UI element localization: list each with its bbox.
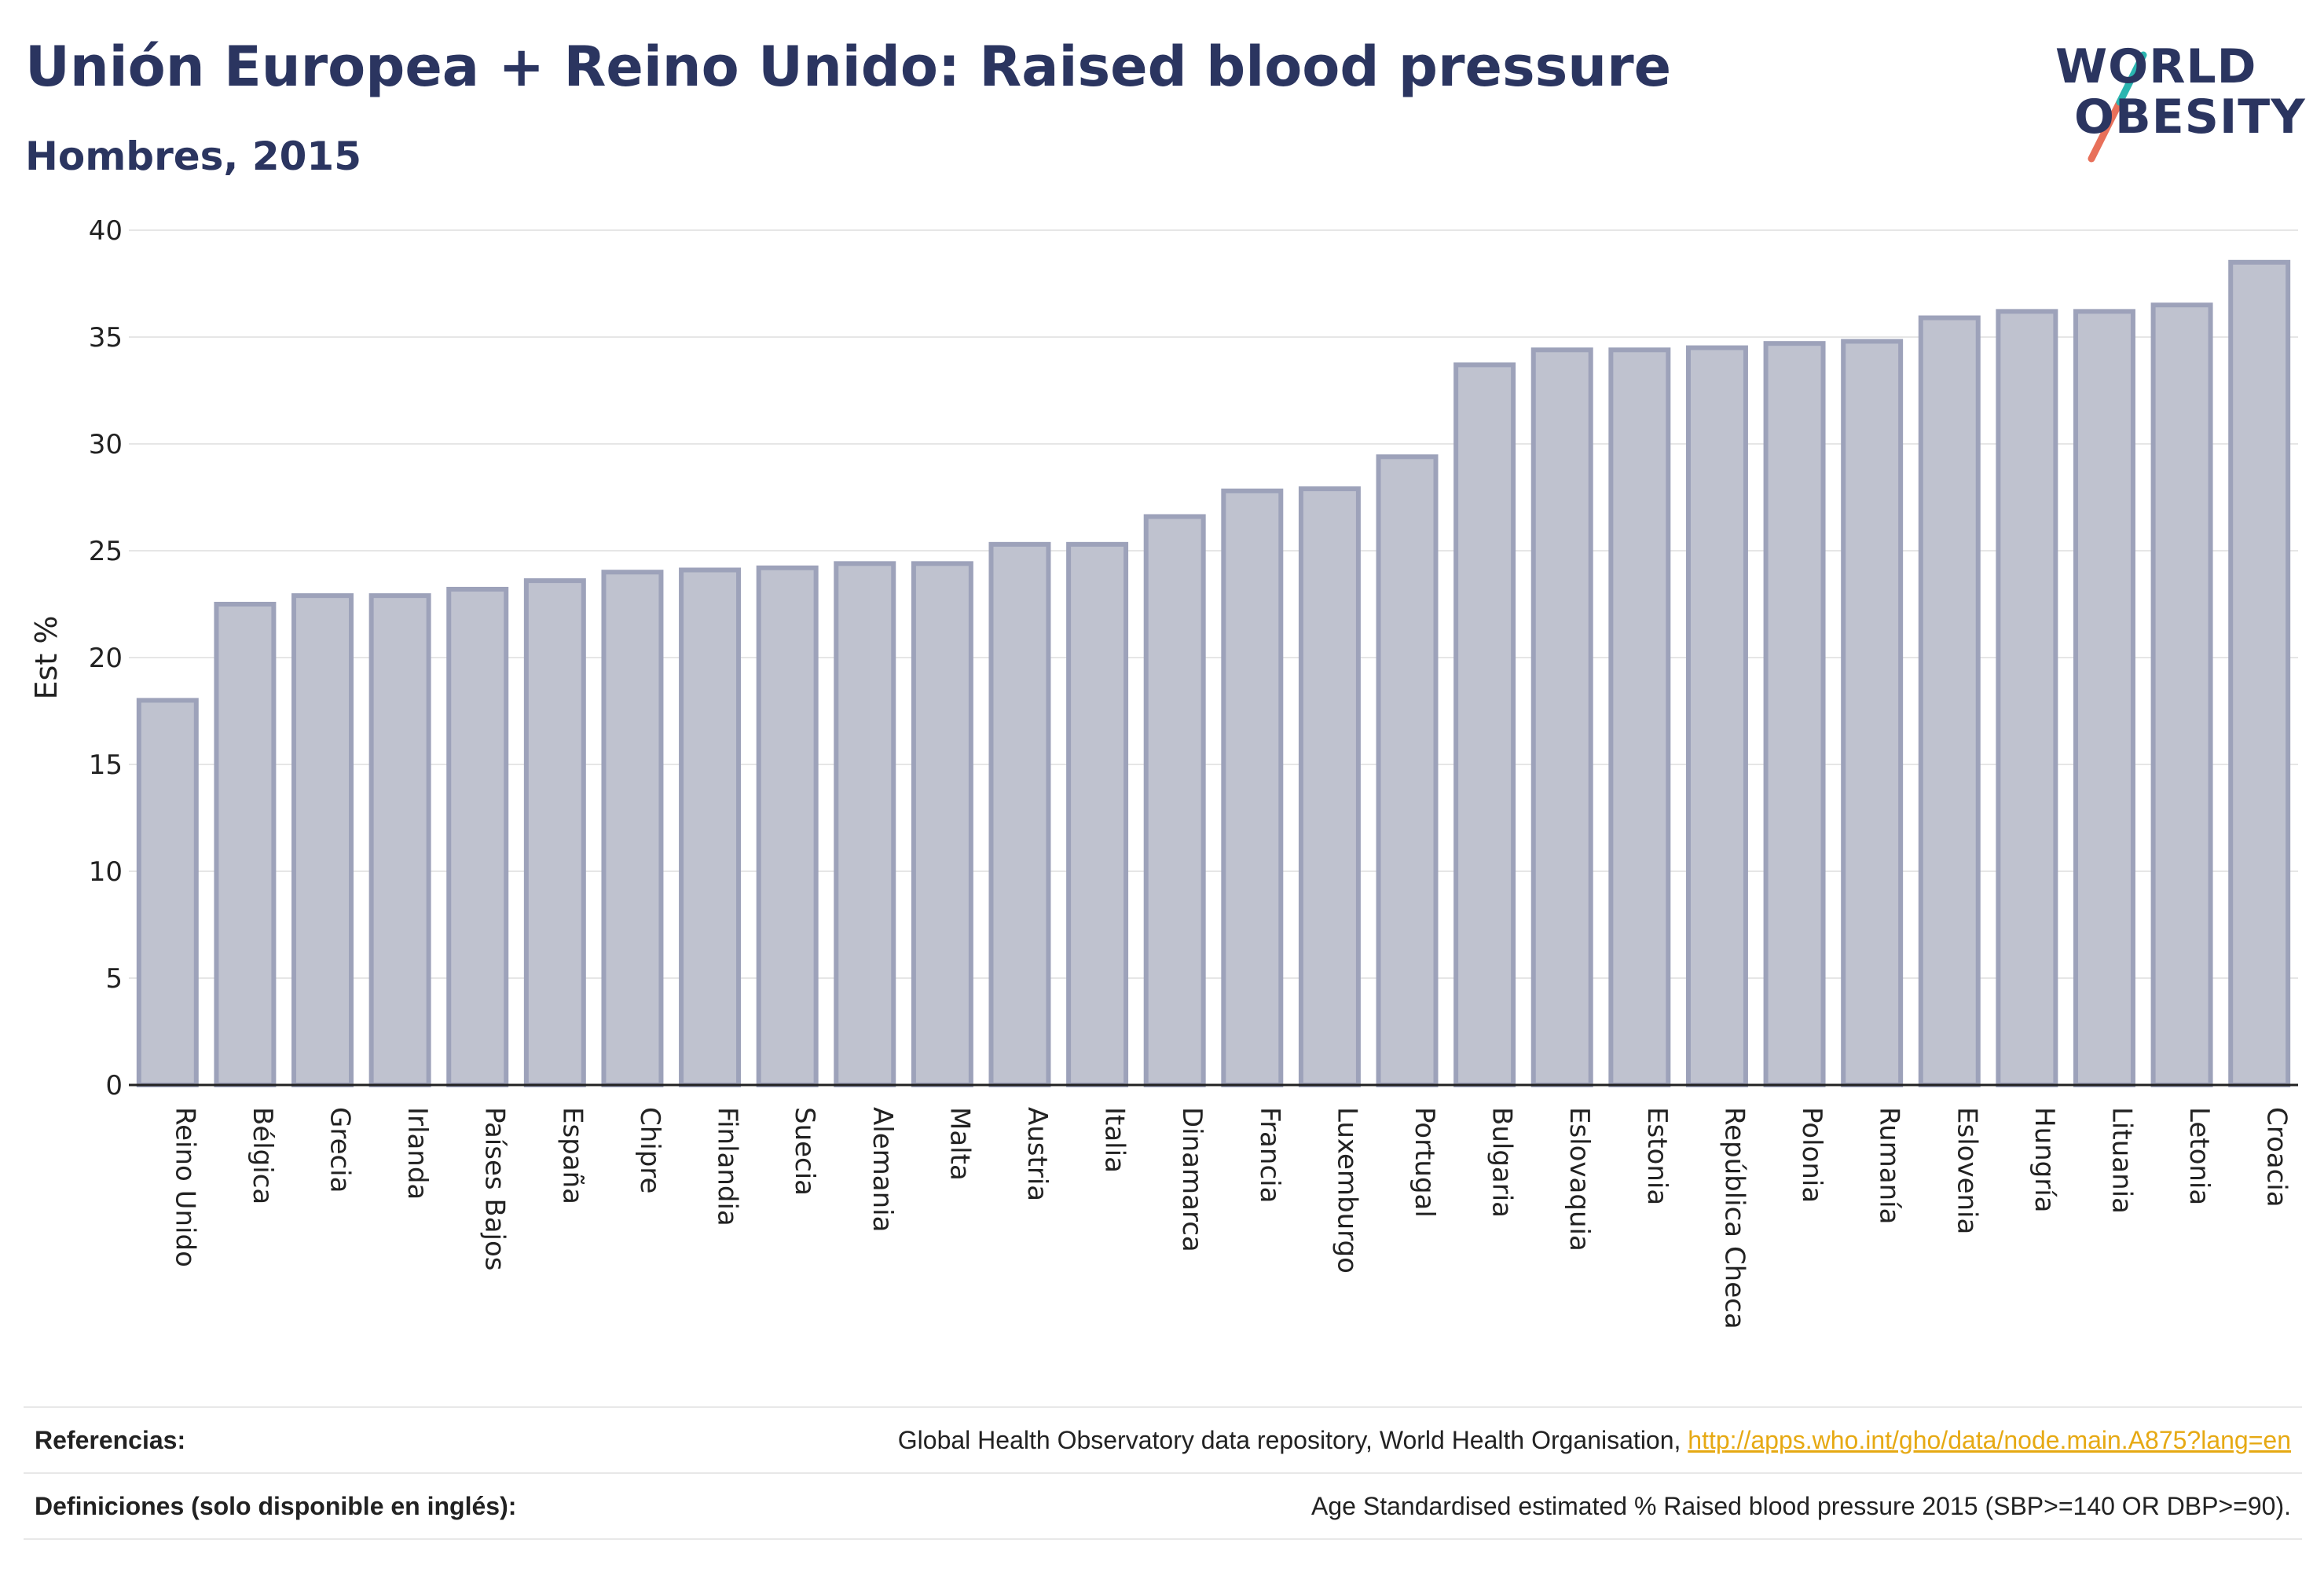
bar <box>368 593 431 1087</box>
x-tick-label: Lituania <box>2106 1107 2137 1214</box>
x-tick-label: Dinamarca <box>1176 1107 1208 1252</box>
bar <box>988 541 1051 1087</box>
x-tick-label: República Checa <box>1718 1107 1750 1329</box>
bar <box>1530 347 1593 1087</box>
definitions-row: Definiciones (solo disponible en inglés)… <box>24 1472 2302 1540</box>
bar <box>1143 514 1206 1087</box>
x-tick-label: Austria <box>1021 1107 1053 1201</box>
bar <box>446 586 509 1087</box>
y-tick-label: 15 <box>89 750 123 781</box>
x-tick-label: Malta <box>944 1107 975 1181</box>
references-row: Referencias: Global Health Observatory d… <box>24 1406 2302 1472</box>
x-tick-label: España <box>556 1107 588 1204</box>
bar <box>1298 486 1361 1087</box>
y-axis-label: Est % <box>29 616 64 700</box>
bar <box>1918 315 1981 1087</box>
bar <box>2073 309 2135 1087</box>
logo-text-obesity: OBESITY <box>2074 90 2306 145</box>
y-tick-label: 0 <box>105 1070 123 1101</box>
chart-subtitle: Hombres, 2015 <box>25 134 361 179</box>
x-tick-label: Portugal <box>1409 1107 1440 1218</box>
bar <box>834 561 896 1087</box>
bar <box>1996 309 2058 1087</box>
bar <box>911 561 973 1087</box>
bar <box>1453 362 1516 1087</box>
x-tick-label: Bélgica <box>247 1107 278 1204</box>
x-axis-ticks: Reino Unido Bélgica Grecia Irlanda Países Ba… <box>169 1107 2292 1329</box>
x-tick-label: Letonia <box>2183 1107 2215 1205</box>
bar <box>679 567 742 1087</box>
references-link[interactable]: http://apps.who.int/gho/data/node.main.A… <box>1688 1425 2291 1454</box>
x-tick-label: Italia <box>1099 1107 1131 1173</box>
x-tick-label: Reino Unido <box>169 1107 200 1267</box>
bar <box>1841 339 1904 1087</box>
x-tick-label: Luxemburgo <box>1331 1107 1362 1274</box>
logo-text-world: WORLD <box>2055 39 2257 94</box>
references-text: Global Health Observatory data repositor… <box>897 1425 1688 1454</box>
references-value: Global Health Observatory data repositor… <box>898 1426 2291 1455</box>
x-tick-label: Estonia <box>1641 1107 1673 1205</box>
x-tick-label: Chipre <box>634 1107 665 1193</box>
logo-slash-icon <box>2088 51 2147 163</box>
definitions-value: Age Standardised estimated % Raised bloo… <box>1311 1491 2291 1520</box>
bar <box>1685 345 1748 1088</box>
bar <box>2150 302 2213 1087</box>
x-tick-label: Bulgaria <box>1486 1107 1518 1218</box>
bar <box>1221 488 1284 1087</box>
y-tick-label: 40 <box>89 215 123 247</box>
y-tick-label: 5 <box>105 963 123 995</box>
x-tick-label: Suecia <box>789 1107 820 1196</box>
y-tick-label: 30 <box>89 429 123 460</box>
x-tick-label: Grecia <box>324 1107 356 1193</box>
x-tick-label: Eslovaquia <box>1563 1107 1595 1252</box>
bar <box>1763 341 1826 1088</box>
bar <box>214 602 277 1087</box>
bar-chart: 0 5 10 15 20 25 30 35 40 Reino Unido Bélgica Greci… <box>29 215 2298 1329</box>
x-tick-label: Rumanía <box>1874 1107 1905 1224</box>
x-tick-label: Hungría <box>2029 1107 2060 1213</box>
bar <box>1066 541 1129 1087</box>
x-tick-label: Alemania <box>867 1107 898 1232</box>
y-tick-label: 35 <box>89 322 123 354</box>
y-axis-ticks: 0 5 10 15 20 25 30 35 40 <box>89 215 123 1101</box>
x-tick-label: Eslovenia <box>1951 1107 1982 1234</box>
x-tick-label: Polonia <box>1796 1107 1827 1203</box>
bar <box>1608 347 1671 1087</box>
x-tick-label: Irlanda <box>401 1107 433 1200</box>
references-label: Referencias: <box>35 1425 186 1454</box>
definitions-label: Definiciones (solo disponible en inglés)… <box>35 1491 517 1520</box>
x-tick-label: Países Bajos <box>479 1107 511 1271</box>
bar <box>523 578 586 1087</box>
x-tick-label: Croacia <box>2261 1107 2293 1208</box>
bar <box>1376 454 1439 1087</box>
y-tick-label: 10 <box>89 856 123 888</box>
bar <box>601 570 664 1087</box>
x-tick-label: Francia <box>1254 1107 1285 1203</box>
y-tick-label: 20 <box>89 643 123 674</box>
footer-table: Referencias: Global Health Observatory d… <box>24 1406 2302 1540</box>
bars <box>136 259 2291 1088</box>
chart-title: Unión Europea + Reino Unido: Raised bloo… <box>25 35 1672 99</box>
world-obesity-logo: WORLD OBESITY <box>2043 24 2310 165</box>
bar <box>136 698 199 1088</box>
y-tick-label: 25 <box>89 536 123 567</box>
x-tick-label: Finlandia <box>712 1107 743 1226</box>
bar <box>291 593 354 1087</box>
bar <box>756 565 819 1087</box>
bar <box>2228 259 2291 1087</box>
